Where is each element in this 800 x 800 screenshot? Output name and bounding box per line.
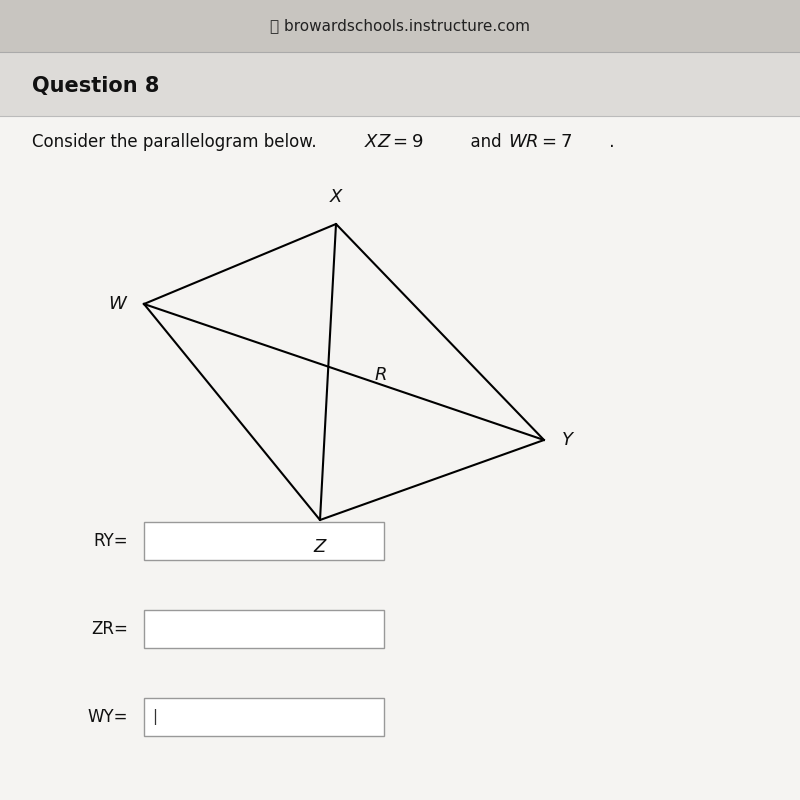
Text: 🔒 browardschools.instructure.com: 🔒 browardschools.instructure.com	[270, 18, 530, 33]
Text: Z: Z	[314, 538, 326, 555]
Text: RY=: RY=	[94, 532, 128, 550]
FancyBboxPatch shape	[144, 522, 384, 560]
Text: ZR=: ZR=	[91, 620, 128, 638]
FancyBboxPatch shape	[144, 698, 384, 736]
Text: |: |	[152, 709, 157, 725]
Text: Question 8: Question 8	[32, 76, 159, 96]
FancyBboxPatch shape	[0, 0, 800, 52]
Text: and: and	[460, 134, 512, 151]
Text: WY=: WY=	[87, 708, 128, 726]
Text: R: R	[374, 366, 387, 383]
FancyBboxPatch shape	[144, 610, 384, 648]
FancyBboxPatch shape	[0, 52, 800, 800]
Text: .: .	[604, 134, 614, 151]
Text: Consider the parallelogram below.: Consider the parallelogram below.	[32, 134, 327, 151]
Text: Y: Y	[562, 431, 573, 449]
Text: W: W	[109, 295, 126, 313]
FancyBboxPatch shape	[0, 52, 800, 116]
Text: X: X	[330, 188, 342, 206]
Text: $WR = 7$: $WR = 7$	[508, 134, 573, 151]
Text: $XZ = 9$: $XZ = 9$	[364, 134, 424, 151]
